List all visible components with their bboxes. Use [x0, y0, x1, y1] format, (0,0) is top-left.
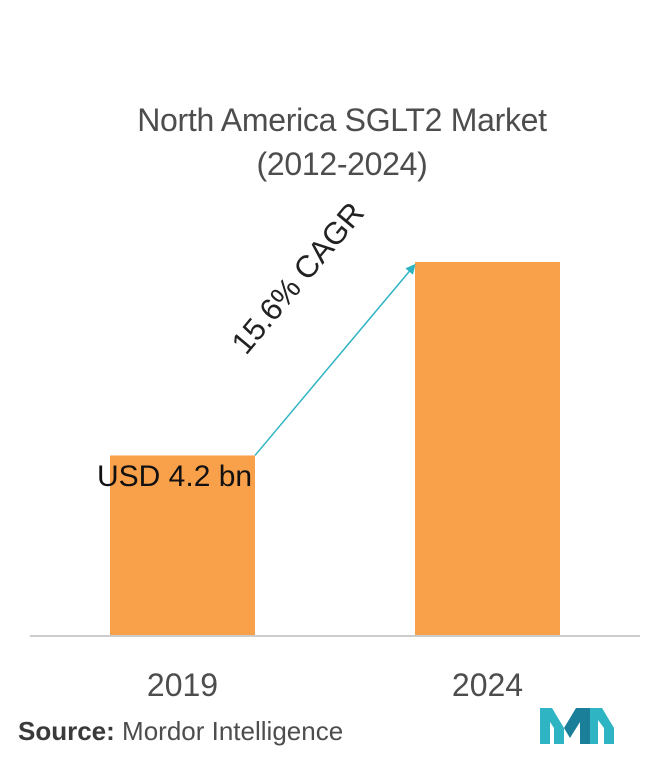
chart-title-line1: North America SGLT2 Market: [137, 102, 547, 138]
bars-group: [110, 262, 560, 636]
bar-2024: [415, 262, 560, 636]
x-tick-label-2019: 2019: [147, 667, 218, 703]
labels-group: 2019 USD 4.2 bn 2024: [97, 460, 523, 703]
data-label-2019: USD 4.2 bn: [97, 460, 252, 493]
source-label: Source:: [18, 716, 115, 746]
chart-title: North America SGLT2 Market (2012-2024): [0, 98, 658, 186]
source-line: Source: Mordor Intelligence: [18, 716, 343, 747]
bar-2019: [110, 455, 255, 636]
mordor-intelligence-logo-icon: [540, 708, 614, 744]
chart-title-line2: (2012-2024): [256, 146, 428, 182]
cagr-annotation: 15.6% CAGR: [225, 195, 371, 360]
cagr-arrow: [254, 263, 416, 456]
source-text: Mordor Intelligence: [122, 716, 344, 746]
x-tick-label-2024: 2024: [452, 667, 523, 703]
